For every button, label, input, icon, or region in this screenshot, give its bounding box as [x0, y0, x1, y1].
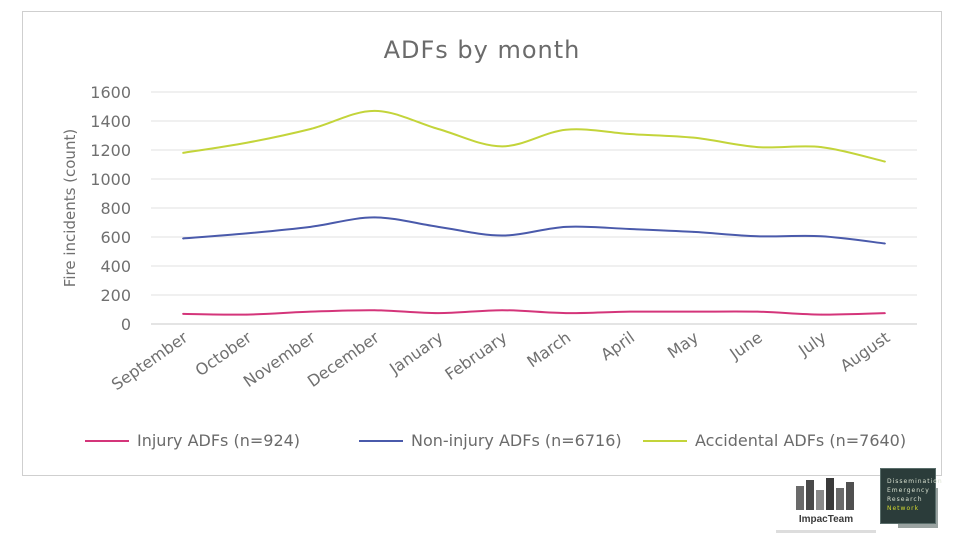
data-point [245, 313, 248, 316]
data-point [565, 128, 567, 131]
data-point [437, 312, 440, 314]
grid-lines [151, 91, 917, 325]
equalizer-bars-icon [796, 478, 854, 510]
series-lines [182, 109, 886, 316]
research-network-logo: Dissemination Emergency Research Network [878, 466, 943, 530]
series-line [182, 109, 886, 163]
y-tick-label: 1400 [90, 112, 131, 131]
series-line [182, 309, 886, 316]
data-point [245, 141, 248, 144]
data-point [692, 136, 695, 139]
data-point [756, 235, 759, 238]
data-point [245, 232, 248, 235]
logo-line: Network [887, 505, 920, 512]
data-point [373, 110, 376, 112]
x-tick-label: May [664, 328, 702, 363]
data-point [565, 312, 567, 314]
data-point [820, 235, 823, 238]
x-tick-label: January [385, 328, 446, 379]
data-point [756, 146, 759, 148]
y-tick-label: 200 [100, 286, 131, 305]
y-tick-label: 600 [100, 228, 131, 247]
line-chart: ADFs by month 0 200 400 600 800 1000 1200 1400 1… [61, 36, 917, 450]
data-point [501, 145, 503, 148]
x-tick-label: September [108, 327, 192, 394]
y-tick-label: 1200 [90, 141, 131, 160]
y-tick-label: 800 [100, 199, 131, 218]
y-tick-label: 1000 [90, 170, 131, 189]
data-point [692, 231, 695, 233]
data-point [884, 312, 886, 314]
y-axis-label: Fire incidents (count) [61, 129, 79, 287]
data-point [820, 146, 823, 148]
data-point [820, 313, 823, 316]
data-point [373, 216, 376, 219]
y-axis-ticks: 0 200 400 600 800 1000 1200 1400 1600 [90, 83, 131, 334]
x-tick-label: July [794, 328, 829, 361]
x-tick-label: June [725, 328, 765, 364]
data-point [628, 228, 631, 230]
data-point [373, 309, 376, 312]
impacteam-logo-text: ImpacTeam [798, 514, 854, 525]
data-point [884, 242, 886, 245]
data-point [565, 226, 567, 228]
x-tick-label: April [597, 328, 638, 365]
data-point [182, 313, 184, 315]
logo-panel: Dissemination Emergency Research Network [880, 468, 943, 524]
data-point [756, 310, 759, 313]
data-point [884, 160, 886, 163]
y-tick-label: 0 [121, 315, 131, 334]
legend: Injury ADFs (n=924) Non-injury ADFs (n=67… [85, 431, 906, 450]
data-point [182, 237, 184, 240]
series-line [182, 216, 886, 245]
logo-line: Research [887, 496, 923, 503]
data-point [501, 234, 503, 237]
x-tick-label: March [523, 328, 574, 372]
legend-label: Non-injury ADFs (n=6716) [411, 431, 622, 450]
x-tick-label: December [304, 327, 383, 390]
legend-label: Injury ADFs (n=924) [137, 431, 300, 450]
legend-label: Accidental ADFs (n=7640) [695, 431, 906, 450]
data-point [309, 226, 312, 228]
data-point [501, 309, 503, 312]
data-point [628, 133, 631, 135]
y-tick-label: 400 [100, 257, 131, 276]
data-point [182, 152, 184, 154]
x-tick-label: February [441, 328, 510, 384]
data-point [309, 128, 312, 130]
data-point [628, 310, 631, 313]
logo-line: Emergency [887, 487, 930, 494]
data-point [437, 128, 440, 130]
data-point [437, 226, 440, 228]
data-point [692, 310, 695, 313]
chart-frame: ADFs by month 0 200 400 600 800 1000 1200 1400 1… [22, 11, 942, 476]
data-point [309, 310, 312, 313]
y-tick-label: 1600 [90, 83, 131, 102]
impacteam-logo-tagline [776, 530, 876, 533]
x-tick-label: August [837, 328, 894, 376]
logo-line: Dissemination [887, 478, 943, 485]
impacteam-logo: ImpacTeam [776, 472, 876, 538]
chart-title: ADFs by month [384, 36, 581, 64]
